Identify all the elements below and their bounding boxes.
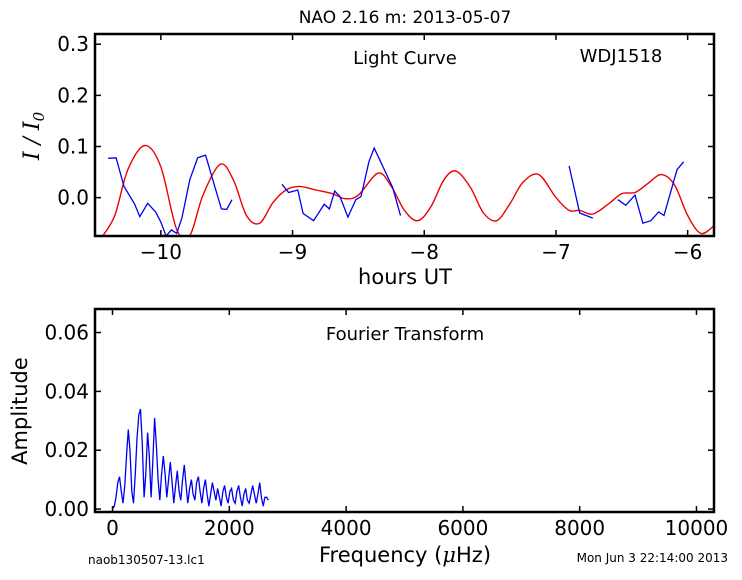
light-curve-x-tick-label: −6 bbox=[673, 240, 702, 264]
fourier-y-tick-label: 0.00 bbox=[44, 497, 89, 521]
fourier-axes-frame bbox=[93, 307, 716, 514]
model-fit-line bbox=[101, 144, 714, 236]
light-curve-y-tick-label: 0.3 bbox=[57, 32, 89, 56]
light-curve-annotation: Light Curve bbox=[353, 48, 457, 69]
fourier-y-tick-label: 0.04 bbox=[44, 379, 89, 403]
light-curve-x-tick-label: −7 bbox=[541, 240, 570, 264]
fourier-amplitude-line bbox=[111, 408, 269, 510]
light-curve-x-tick-label: −10 bbox=[140, 240, 182, 264]
light-curve-axes-frame bbox=[93, 32, 716, 238]
fourier-annotation: Fourier Transform bbox=[326, 324, 484, 345]
light-curve-y-tick-label: 0.0 bbox=[57, 186, 89, 210]
fourier-y-tick-label: 0.06 bbox=[44, 321, 89, 345]
fourier-y-tick-label: 0.02 bbox=[44, 438, 89, 462]
fourier-x-tick-label: 4000 bbox=[321, 516, 372, 540]
fourier-y-axis-label: Amplitude bbox=[8, 357, 32, 465]
light-curve-x-axis-label: hours UT bbox=[358, 265, 452, 289]
footer-filename: naob130507-13.lc1 bbox=[88, 553, 205, 567]
fourier-x-tick-label: 8000 bbox=[554, 516, 605, 540]
fourier-ticks: 0 2000 4000 6000 8000 10000 0.00 0.02 0.04 0.06 bbox=[44, 309, 728, 540]
light-curve-ticks: −10 −9 −8 −7 −6 0.0 0.1 0.2 0.3 bbox=[57, 32, 714, 264]
light-curve-segment-3 bbox=[568, 165, 594, 219]
star-name-annotation: WDJ1518 bbox=[580, 46, 663, 67]
light-curve-x-tick-label: −8 bbox=[410, 240, 439, 264]
fourier-x-axis-label: Frequency (μHz) bbox=[319, 543, 491, 567]
light-curve-y-axis-label: I / I0 bbox=[20, 111, 48, 161]
light-curve-y-tick-label: 0.1 bbox=[57, 135, 89, 159]
light-curve-segment-1 bbox=[108, 154, 233, 236]
fourier-x-tick-label: 10000 bbox=[665, 516, 729, 540]
light-curve-y-tick-label: 0.2 bbox=[57, 83, 89, 107]
light-curve-segment-4 bbox=[617, 161, 685, 225]
light-curve-x-tick-label: −9 bbox=[278, 240, 307, 264]
light-curve-panel: −10 −9 −8 −7 −6 0.0 0.1 0.2 0.3 Light Curve WDJ1… bbox=[20, 32, 716, 289]
footer-timestamp: Mon Jun 3 22:14:00 2013 bbox=[577, 551, 728, 565]
light-curve-data bbox=[101, 144, 714, 236]
fourier-x-tick-label: 0 bbox=[106, 516, 119, 540]
fourier-x-tick-label: 6000 bbox=[437, 516, 488, 540]
light-curve-segment-2 bbox=[281, 146, 402, 222]
figure-title: NAO 2.16 m: 2013-05-07 bbox=[299, 8, 512, 28]
fourier-data bbox=[111, 408, 269, 510]
fourier-x-tick-label: 2000 bbox=[204, 516, 255, 540]
fourier-panel: 0 2000 4000 6000 8000 10000 0.00 0.02 0.04 0.06 F… bbox=[8, 307, 728, 567]
